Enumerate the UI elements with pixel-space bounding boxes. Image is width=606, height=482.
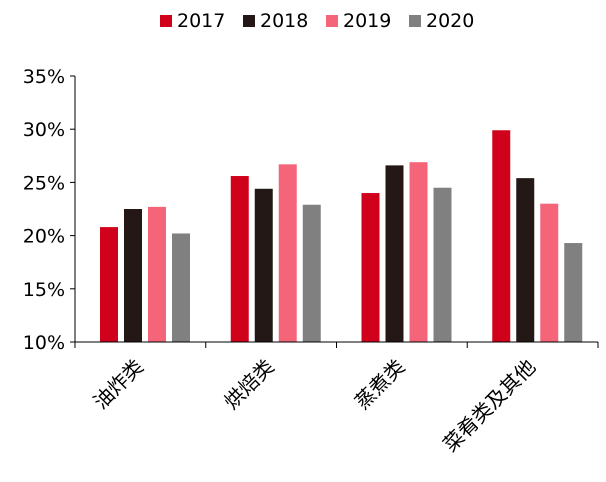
legend-label-2019: 2019: [343, 10, 391, 32]
bar-2020-2: [433, 187, 452, 342]
bar-2019-3: [540, 203, 559, 342]
bar-2019-1: [278, 164, 297, 342]
bar-2017-0: [100, 227, 118, 342]
x-tick-label: 菜肴类及其他: [438, 355, 540, 457]
legend-swatch-2019: [326, 15, 338, 27]
bar-2020-3: [564, 243, 583, 342]
bar-2017-2: [361, 193, 380, 342]
x-axis: 油炸类 烘焙类 蒸煮类 菜肴类及其他: [74, 341, 599, 457]
y-tick-label: 30%: [23, 119, 65, 141]
bar-2017-1: [230, 176, 249, 342]
bar-2019-0: [148, 206, 166, 342]
bar-2020-1: [302, 204, 321, 342]
legend-swatch-2018: [243, 15, 255, 27]
bar-2020-0: [172, 233, 190, 342]
x-tick-label: 烘焙类: [219, 355, 278, 414]
bars: [100, 130, 583, 342]
legend-swatch-2017: [160, 15, 172, 27]
y-tick-label: 20%: [23, 226, 65, 248]
x-tick-label: 油炸类: [89, 355, 148, 414]
legend-label-2018: 2018: [260, 10, 308, 32]
legend-item-2017: 2017: [160, 10, 225, 32]
bar-2018-3: [516, 178, 535, 342]
legend-label-2020: 2020: [426, 10, 474, 32]
bar-2019-2: [409, 162, 428, 342]
legend: 2017 2018 2019 2020: [160, 10, 474, 32]
bar-2018-1: [254, 188, 273, 342]
y-tick-label: 15%: [23, 279, 65, 301]
legend-item-2018: 2018: [243, 10, 308, 32]
y-tick-label: 35%: [23, 66, 65, 88]
legend-item-2020: 2020: [409, 10, 474, 32]
x-tick-label: 蒸煮类: [350, 355, 409, 414]
y-axis: 10% 15% 20% 25% 30% 35%: [23, 66, 76, 354]
y-tick-label: 25%: [23, 172, 65, 194]
bar-2018-0: [124, 209, 142, 342]
bar-2017-3: [492, 130, 511, 342]
y-tick-label: 10%: [23, 332, 65, 354]
legend-label-2017: 2017: [177, 10, 225, 32]
legend-item-2019: 2019: [326, 10, 391, 32]
legend-swatch-2020: [409, 15, 421, 27]
bar-2018-2: [385, 165, 404, 342]
